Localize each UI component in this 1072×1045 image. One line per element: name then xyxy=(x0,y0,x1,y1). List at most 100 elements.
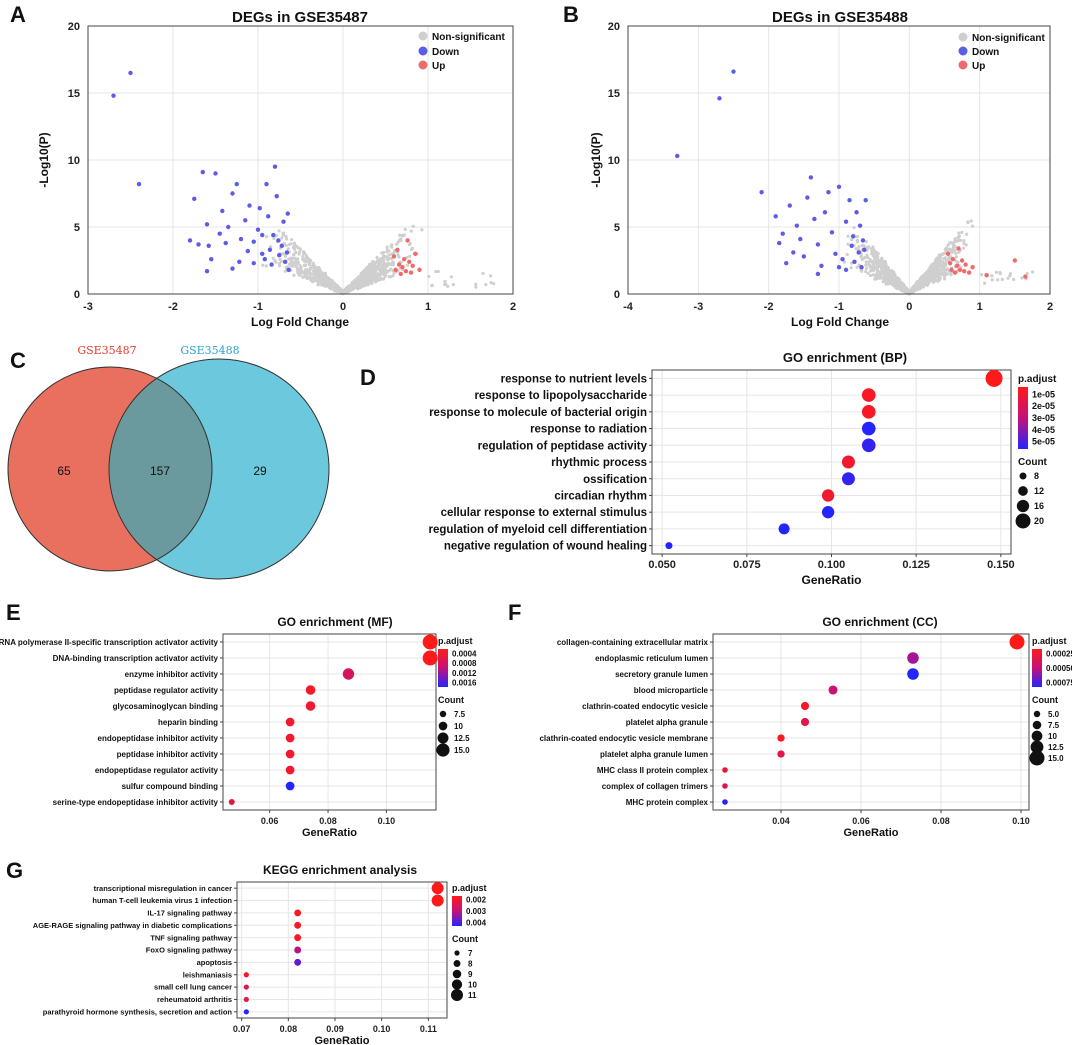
legend-label-padjust: 0.0008 xyxy=(452,659,477,668)
down-point xyxy=(269,262,274,267)
venn-diagram: GSE35487 GSE35488 65 157 29 xyxy=(7,344,330,580)
ns-point xyxy=(309,272,313,276)
ns-point xyxy=(865,253,869,257)
legend-swatch-down xyxy=(958,46,968,56)
ns-point xyxy=(957,231,961,235)
legend-title-padjust: p.adjust xyxy=(438,636,473,646)
ns-point xyxy=(301,257,305,261)
term-label: platelet alpha granule lumen xyxy=(600,750,708,759)
ns-point xyxy=(285,265,290,269)
legend-swatch-up xyxy=(958,60,968,70)
legend-size-dot xyxy=(1019,472,1027,480)
ns-point xyxy=(863,255,867,260)
ns-point xyxy=(381,269,385,273)
ns-point xyxy=(955,239,959,243)
legend-title-count: Count xyxy=(1018,457,1048,468)
dot-mark xyxy=(294,946,302,954)
term-label: circadian rhythm xyxy=(554,490,647,502)
ns-point xyxy=(902,285,906,289)
ns-point xyxy=(845,252,849,257)
ns-point xyxy=(280,236,284,240)
ns-point xyxy=(311,261,315,265)
down-point xyxy=(204,269,210,274)
ns-point xyxy=(296,257,300,261)
term-label: sulfur compound binding xyxy=(122,782,219,791)
down-point xyxy=(234,181,239,187)
down-point xyxy=(243,218,248,223)
down-point xyxy=(136,181,142,187)
ns-point xyxy=(327,281,331,285)
legend-label-count: 15.0 xyxy=(1048,754,1064,763)
ns-point xyxy=(411,224,415,229)
ns-point xyxy=(918,283,922,287)
down-point xyxy=(284,250,290,255)
y-axis-label-b: -Log10(P) xyxy=(589,132,603,187)
ns-point xyxy=(855,238,859,242)
legend-title-count: Count xyxy=(1032,695,1058,705)
ns-point xyxy=(301,254,305,259)
ns-point xyxy=(359,279,363,283)
ns-point xyxy=(379,259,383,264)
down-point xyxy=(279,243,284,248)
legend-label-count: 8 xyxy=(1034,471,1039,481)
ns-point xyxy=(304,268,308,272)
up-point xyxy=(949,267,954,273)
ns-point xyxy=(338,288,343,292)
ns-point xyxy=(934,265,938,270)
legend-label-padjust: 4e-05 xyxy=(1032,425,1055,435)
ns-point xyxy=(321,281,325,286)
ns-point xyxy=(375,255,379,260)
down-point xyxy=(857,223,863,228)
term-label: response to lipopolysaccharide xyxy=(474,390,647,402)
legend-label-count: 7.5 xyxy=(1048,721,1060,730)
term-label: TNF signaling pathway xyxy=(150,933,233,942)
ns-point xyxy=(390,243,394,247)
ns-point xyxy=(446,284,450,289)
term-label: negative regulation of wound healing xyxy=(444,541,647,553)
x-tick-label: 1 xyxy=(977,301,983,313)
ns-point xyxy=(481,271,485,275)
up-point xyxy=(952,270,958,275)
ns-point xyxy=(867,245,871,249)
term-label: platelet alpha granule xyxy=(626,718,709,727)
x-tick-label: -1 xyxy=(253,301,263,313)
ns-point xyxy=(380,264,384,268)
down-point xyxy=(223,240,228,246)
ns-point xyxy=(474,282,478,286)
ns-point xyxy=(891,270,896,274)
ns-point xyxy=(927,281,931,285)
down-point xyxy=(812,216,817,222)
ns-point xyxy=(969,219,973,223)
term-label: response to nutrient levels xyxy=(501,373,647,385)
term-label: parathyroid hormone synthesis, secretion… xyxy=(43,1007,233,1016)
ns-point xyxy=(374,266,378,270)
ns-point xyxy=(875,272,879,276)
down-point xyxy=(847,198,852,203)
down-point xyxy=(245,248,250,254)
down-point xyxy=(230,191,235,196)
dot-mark xyxy=(861,404,876,419)
term-label: peptidase regulator activity xyxy=(114,686,219,695)
legend-label-up: Up xyxy=(972,61,985,72)
ns-point xyxy=(449,275,454,279)
ns-point xyxy=(382,250,386,255)
ns-point xyxy=(391,262,395,267)
ns-point xyxy=(943,251,947,255)
legend-label-count: 12.5 xyxy=(454,734,470,743)
ns-point xyxy=(942,267,947,271)
legend-label-ns: Non-significant xyxy=(432,32,505,43)
dot-mark xyxy=(243,996,249,1003)
ns-point xyxy=(936,269,940,273)
legend-label-count: 10 xyxy=(454,722,463,731)
down-point xyxy=(859,265,864,270)
legend-size-dot xyxy=(451,989,463,1001)
ns-point xyxy=(398,233,402,237)
down-point xyxy=(815,271,821,277)
ns-point xyxy=(389,267,393,271)
up-point xyxy=(957,267,963,273)
venn-set-label-left: GSE35487 xyxy=(77,344,136,357)
ns-point xyxy=(960,230,964,234)
ns-point xyxy=(942,273,946,278)
y-tick-label: 15 xyxy=(68,88,80,100)
down-point xyxy=(192,196,197,202)
